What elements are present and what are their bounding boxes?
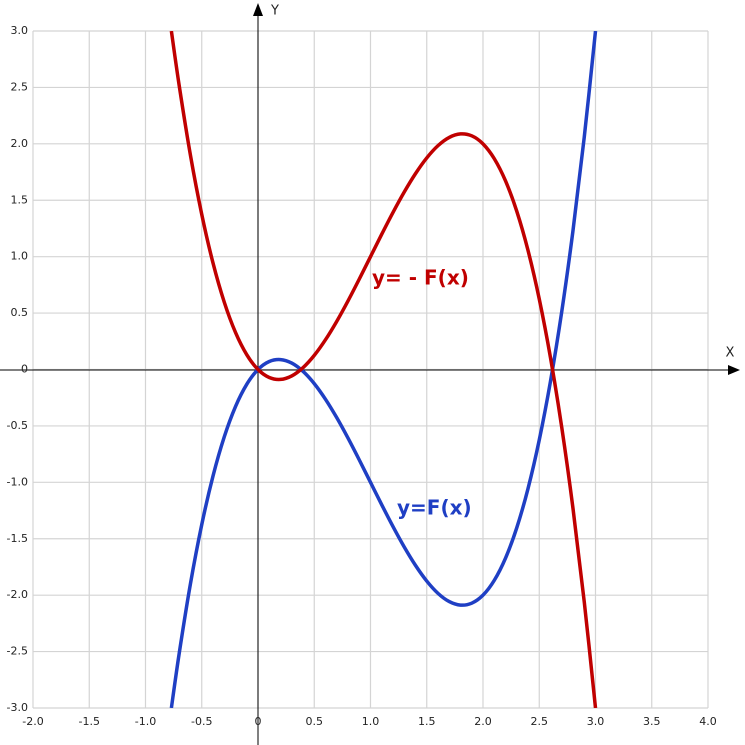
x-tick-label: -1.0 <box>135 715 156 728</box>
x-tick-label: -1.5 <box>79 715 100 728</box>
y-tick-label: 2.5 <box>11 80 29 93</box>
y-tick-label: -2.0 <box>7 588 28 601</box>
labels: -2.0 -1.5 -1.0 -0.5 0 0.5 1.0 1.5 2.0 2.5 3.0 3.5 4.… <box>7 24 717 728</box>
series-label: y=F(x) <box>397 496 472 520</box>
x-tick-label: 2.0 <box>474 715 492 728</box>
x-tick-label: 2.5 <box>531 715 549 728</box>
y-tick-label: -2.5 <box>7 645 28 658</box>
y-tick-label: -1.5 <box>7 532 28 545</box>
x-tick-label: 0.5 <box>306 715 324 728</box>
x-arrow <box>728 365 740 375</box>
series-label: y= - F(x) <box>372 266 469 290</box>
y-tick-label: 3.0 <box>11 24 29 37</box>
y-tick-label: 0 <box>21 363 28 376</box>
y-tick-label: -1.0 <box>7 475 28 488</box>
y-axis-label: Y <box>270 4 279 19</box>
y-tick-label: 1.5 <box>11 193 29 206</box>
x-tick-label: 3.0 <box>587 715 605 728</box>
y-tick-label: 0.5 <box>11 306 29 319</box>
curve <box>169 31 598 708</box>
curve <box>169 31 598 708</box>
y-arrow <box>253 3 263 16</box>
y-tick-label: -0.5 <box>7 419 28 432</box>
x-axis-label: X <box>726 346 735 361</box>
x-tick-label: 0 <box>255 715 262 728</box>
y-tick-label: -3.0 <box>7 701 28 714</box>
axes: X Y <box>0 3 740 745</box>
curves <box>169 31 598 708</box>
y-tick-label: 1.0 <box>11 250 29 263</box>
x-tick-label: 1.5 <box>418 715 436 728</box>
x-tick-label: -0.5 <box>191 715 212 728</box>
x-tick-label: -2.0 <box>22 715 43 728</box>
x-tick-label: 4.0 <box>699 715 717 728</box>
x-tick-label: 3.5 <box>643 715 661 728</box>
x-tick-label: 1.0 <box>362 715 380 728</box>
y-tick-label: 2.0 <box>11 137 29 150</box>
